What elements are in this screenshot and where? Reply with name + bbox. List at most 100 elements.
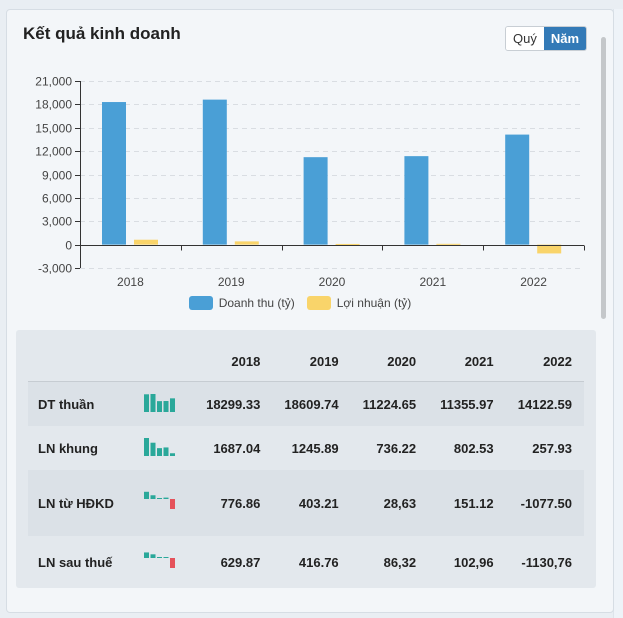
sparkline-chart: [144, 551, 175, 568]
bar-revenue: [202, 99, 227, 245]
sparkline-bar: [163, 446, 169, 456]
cell-value: 14122.59: [505, 381, 584, 426]
sparkline-bar: [163, 556, 169, 558]
x-tick-label: 2019: [218, 275, 245, 289]
legend-item-profit[interactable]: Lợi nhuận (tỷ): [306, 296, 412, 310]
sparkline-bar: [170, 452, 175, 456]
sparkline-cell: [140, 470, 194, 536]
y-tick-label: 18,000: [35, 98, 72, 112]
quarter-button[interactable]: Quý: [506, 27, 544, 50]
header-year: 2020: [350, 342, 429, 382]
sparkline-bar: [144, 393, 149, 412]
table-row: LN sau thuế 629.87 416.76 86,32 102,96 -…: [28, 536, 584, 588]
y-tick-label: 15,000: [35, 122, 72, 136]
cell-value: 802.53: [453, 440, 494, 456]
cell-value: -1077.50: [505, 470, 584, 536]
scrollbar[interactable]: [601, 37, 606, 319]
y-tick-label: 6,000: [42, 192, 72, 206]
cell-value: 1687.04: [213, 440, 261, 456]
y-tick-label: 3,000: [42, 215, 72, 229]
sparkline-bar: [157, 556, 162, 558]
financial-table: 2018 2019 2020 2021 2022 DT thuần 18299.…: [28, 342, 584, 588]
x-tick-label: 2022: [520, 275, 547, 289]
sparkline-bar: [163, 497, 169, 499]
bar-profit: [436, 243, 461, 245]
header-label: [28, 342, 140, 382]
legend-label-profit: Lợi nhuận (tỷ): [336, 296, 412, 310]
year-button[interactable]: Năm: [543, 27, 587, 50]
cell-value: 18609.74: [272, 381, 351, 426]
revenue-profit-chart: 21,000 18,000 15,000 12,000 9,000 6,000 3,000 0…: [35, 75, 585, 289]
sparkline-bar: [150, 442, 156, 456]
table-row: LN từ HĐKD 776.86 403.21 28,63 151.12 -1…: [28, 470, 584, 536]
y-tick-label: 21,000: [35, 75, 72, 89]
cell-value: 18299.33: [194, 381, 273, 426]
row-label: LN sau thuế: [38, 554, 113, 570]
sparkline-bar: [157, 497, 162, 499]
header-spark: [140, 342, 194, 382]
sparkline-cell: [140, 381, 194, 426]
cell-value: 776.86: [194, 470, 273, 536]
sparkline-bar: [170, 498, 175, 509]
bar-profit: [335, 243, 360, 245]
financial-table-container: 2018 2019 2020 2021 2022 DT thuần 18299.…: [16, 330, 596, 588]
sparkline-bar: [144, 437, 149, 456]
bar-revenue: [102, 102, 126, 245]
sparkline-bar: [150, 494, 156, 499]
cell-value: 1245.89: [291, 440, 339, 456]
cell-value: 28,63: [350, 470, 429, 536]
chart-legend: Doanh thu (tỷ) Lợi nhuận (tỷ): [0, 296, 600, 310]
card-title: Kết quả kinh doanh: [23, 24, 181, 43]
y-tick-label: 0: [65, 239, 72, 253]
bar-profit: [234, 241, 259, 245]
sparkline-chart: [144, 393, 175, 412]
period-toggle: Quý Năm: [505, 26, 588, 51]
header-year: 2019: [272, 342, 351, 382]
row-label: LN từ HĐKD: [28, 470, 140, 536]
cell-value: 403.21: [272, 470, 351, 536]
sparkline-bar: [157, 447, 162, 456]
bar-revenue: [303, 157, 328, 245]
cell-value: 736.22: [376, 440, 417, 456]
sparkline-bar: [144, 551, 149, 558]
y-tick-label: 12,000: [35, 145, 72, 159]
sparkline-bar: [170, 397, 175, 412]
cell-value: 257.93: [532, 440, 572, 456]
x-tick-label: 2018: [117, 275, 144, 289]
sparkline-bar: [157, 400, 162, 412]
sparkline-cell: [140, 426, 194, 470]
legend-label-revenue: Doanh thu (tỷ): [218, 296, 295, 310]
cell-value: 151.12: [428, 470, 506, 536]
cell-value: 11355.97: [428, 381, 506, 426]
sparkline-chart: [144, 491, 175, 509]
header-year: 2021: [428, 342, 506, 382]
cell-value: 102,96: [453, 554, 494, 570]
sparkline-bar: [144, 491, 149, 499]
sparkline-bar: [150, 553, 156, 558]
row-label: LN khung: [38, 440, 98, 456]
sparkline-cell: [140, 536, 194, 588]
sparkline-chart: [144, 437, 175, 456]
bar-profit: [134, 239, 158, 245]
bar-revenue: [404, 156, 429, 245]
cell-value: 629.87: [220, 554, 261, 570]
cell-value: 86,32: [383, 554, 417, 570]
y-tick-label: 9,000: [42, 169, 72, 183]
sparkline-bar: [150, 393, 156, 412]
y-tick-label: -3,000: [38, 262, 72, 276]
bar-revenue: [505, 134, 530, 245]
header-year: 2022: [505, 342, 584, 382]
cell-value: 11224.65: [350, 381, 429, 426]
legend-item-revenue[interactable]: Doanh thu (tỷ): [188, 296, 295, 310]
x-tick-label: 2020: [319, 275, 346, 289]
side-panel-edge: [613, 9, 623, 618]
x-tick-label: 2021: [419, 275, 446, 289]
table-header-row: 2018 2019 2020 2021 2022: [28, 342, 584, 382]
table-row: DT thuần 18299.33 18609.74 11224.65 1135…: [28, 381, 584, 426]
header-year: 2018: [194, 342, 273, 382]
bar-profit: [537, 244, 562, 254]
sparkline-bar: [170, 557, 175, 568]
sparkline-bar: [163, 400, 169, 412]
legend-swatch-revenue: [188, 296, 213, 310]
cell-value: -1130,76: [521, 554, 572, 570]
